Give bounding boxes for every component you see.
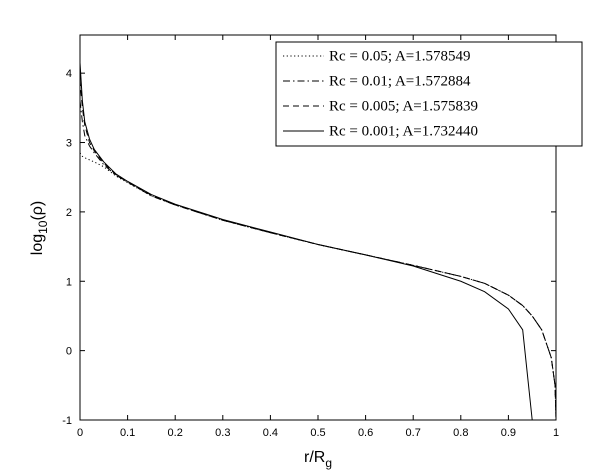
y-axis-label: log10(ρ) [29, 201, 50, 255]
x-label-main: r/R [304, 449, 325, 466]
x-tick-label: 0.3 [215, 427, 230, 439]
y-tick-label: 2 [66, 207, 72, 219]
y-label-sub: 10 [36, 220, 50, 234]
y-tick-label: 3 [66, 138, 72, 150]
x-tick-label: 0.5 [310, 427, 325, 439]
series-line [79, 62, 533, 421]
y-label-main: log [29, 234, 46, 255]
y-tick-label: 4 [66, 68, 72, 80]
legend-box [275, 41, 583, 147]
x-tick-label: 0.6 [358, 427, 373, 439]
legend-label: Rc = 0.005; A=1.575839 [329, 98, 478, 114]
x-axis-label: r/Rg [304, 449, 332, 470]
legend-label: Rc = 0.01; A=1.572884 [329, 73, 471, 89]
x-tick-label: 0.1 [120, 427, 135, 439]
x-tick-label: 0.4 [263, 427, 278, 439]
x-tick-label: 1 [553, 427, 559, 439]
y-tick-label: -1 [62, 415, 72, 427]
y-tick-label: 1 [66, 276, 72, 288]
x-label-sub: g [325, 456, 332, 470]
x-tick-label: 0.9 [501, 427, 516, 439]
y-tick-label: 0 [66, 346, 72, 358]
y-label-rest: (ρ) [29, 201, 46, 221]
legend-label: Rc = 0.001; A=1.732440 [329, 123, 478, 139]
x-tick-label: 0 [77, 427, 83, 439]
x-tick-label: 0.7 [406, 427, 421, 439]
x-tick-label: 0.2 [168, 427, 183, 439]
plot-frame [79, 34, 557, 421]
x-tick-label: 0.8 [453, 427, 468, 439]
legend-label: Rc = 0.05; A=1.578549 [329, 48, 471, 64]
